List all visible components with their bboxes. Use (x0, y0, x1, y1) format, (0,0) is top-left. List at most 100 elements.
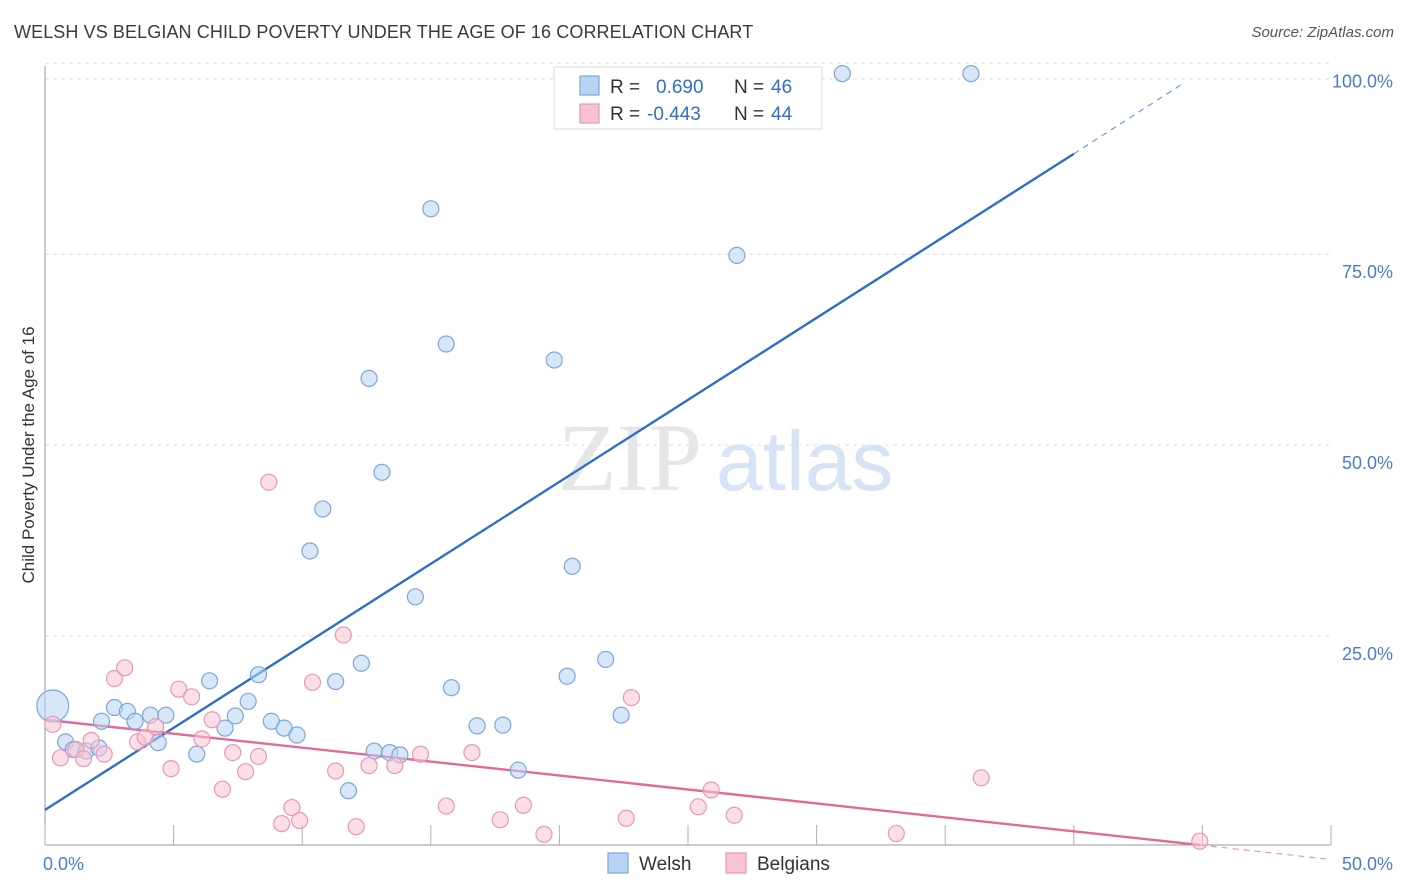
grid-layer (45, 62, 1331, 637)
belgians-point-15 (203, 711, 221, 729)
welsh-point-23 (327, 672, 345, 691)
belgians-point-40 (725, 806, 743, 824)
y-tick-label-75: 75.0% (1342, 262, 1393, 282)
belgians-point-23 (291, 811, 309, 830)
belgians-point-36 (617, 809, 635, 827)
legend-welsh-n-value: 46 (771, 77, 792, 98)
belgians-point-19 (249, 747, 268, 766)
belgians-point-34 (514, 796, 532, 814)
belgians-point-5 (95, 745, 113, 763)
legend-welsh-n-label: N = (734, 77, 764, 98)
belgians-point-9 (136, 728, 154, 746)
welsh-point-21 (301, 542, 319, 560)
top-legend: R = 0.690 N = 46 R = -0.443 N = 44 (553, 66, 823, 130)
belgians-point-3 (74, 750, 93, 768)
x-tick-label-max: 50.0% (1342, 854, 1393, 874)
belgians-point-29 (386, 756, 404, 775)
belgians-point-42 (972, 769, 990, 787)
welsh-point-28 (373, 463, 391, 481)
welsh-point-14 (216, 719, 234, 737)
chart-title: WELSH VS BELGIAN CHILD POVERTY UNDER THE… (14, 22, 754, 42)
belgians-point-0 (44, 715, 62, 733)
belgians-point-4 (82, 731, 100, 749)
welsh-trendline-extension (1073, 83, 1183, 155)
welsh-point-33 (437, 335, 455, 353)
welsh-point-22 (314, 500, 332, 518)
welsh-point-40 (563, 557, 581, 575)
welsh-point-44 (833, 65, 851, 83)
belgians-trendline (44, 718, 1200, 847)
y-tick-label-100: 100.0% (1332, 71, 1393, 91)
welsh-point-27 (365, 742, 383, 760)
belgians-point-30 (411, 745, 430, 763)
belgians-point-20 (260, 473, 278, 491)
belgians-point-39 (702, 781, 720, 799)
x-tick-label-min: 0.0% (43, 854, 84, 874)
belgians-point-21 (273, 815, 291, 833)
y-axis-title: Child Poverty Under the Age of 16 (19, 326, 38, 583)
belgians-point-37 (622, 689, 641, 707)
welsh-point-34 (442, 679, 460, 697)
watermark-zip: ZIP (558, 404, 702, 511)
welsh-point-42 (612, 706, 630, 724)
belgians-point-16 (213, 780, 232, 798)
belgians-point-7 (116, 659, 134, 677)
welsh-point-15 (226, 707, 244, 725)
belgians-point-41 (887, 824, 905, 843)
legend-belgians-n-label: N = (734, 104, 764, 125)
y-tick-label-50: 50.0% (1342, 453, 1393, 473)
belgians-point-38 (689, 798, 707, 816)
legend-belgians-n-value: 44 (771, 104, 793, 125)
belgians-point-24 (303, 673, 322, 691)
welsh-point-13 (201, 672, 219, 690)
belgians-point-27 (347, 818, 365, 836)
welsh-point-38 (545, 351, 563, 369)
welsh-point-26 (360, 369, 378, 387)
welsh-point-12 (188, 745, 206, 763)
welsh-trendline (44, 152, 1075, 811)
legend-welsh-r-label: R = (610, 77, 640, 98)
welsh-point-8 (126, 712, 144, 730)
welsh-point-17 (249, 666, 268, 684)
belgians-point-43 (1191, 832, 1209, 850)
welsh-point-32 (422, 200, 440, 218)
belgians-point-31 (437, 797, 455, 815)
belgians-point-11 (162, 760, 180, 778)
welsh-point-16 (239, 692, 257, 711)
welsh-point-43 (728, 246, 746, 265)
belgians-point-17 (224, 743, 242, 762)
belgians-point-28 (360, 756, 378, 775)
welsh-point-45 (962, 65, 980, 83)
welsh-point-37 (509, 761, 527, 779)
welsh-point-36 (494, 716, 512, 734)
belgians-point-1 (51, 749, 70, 767)
y-tick-label-25: 25.0% (1342, 644, 1393, 664)
belgians-point-26 (334, 626, 352, 644)
watermark: ZIP atlas (558, 404, 893, 511)
belgians-point-14 (193, 730, 211, 748)
welsh-point-31 (406, 588, 424, 606)
belgians-point-25 (327, 762, 345, 780)
belgians-point-22 (283, 798, 301, 817)
welsh-point-25 (352, 654, 370, 672)
welsh-point-35 (468, 717, 486, 735)
watermark-atlas: atlas (716, 414, 893, 508)
belgians-point-6 (105, 669, 124, 688)
bottom-legend-belgians: Belgians (757, 854, 830, 875)
welsh-point-24 (339, 782, 358, 800)
legend-welsh-r-value: 0.690 (656, 77, 704, 98)
points-layer (36, 65, 1209, 850)
trend-layer (44, 83, 1332, 861)
welsh-point-41 (597, 650, 615, 669)
legend-swatch-belgians (579, 103, 600, 124)
belgians-point-13 (183, 688, 201, 706)
belgians-trendline-extension (1199, 844, 1332, 861)
belgians-point-10 (146, 718, 165, 736)
welsh-point-11 (157, 706, 175, 724)
bottom-legend-swatch-belgians (725, 852, 747, 874)
legend-belgians-r-value: -0.443 (647, 104, 701, 125)
legend-swatch-welsh (579, 75, 600, 96)
bottom-legend-swatch-welsh (607, 852, 629, 874)
welsh-point-20 (288, 726, 306, 744)
